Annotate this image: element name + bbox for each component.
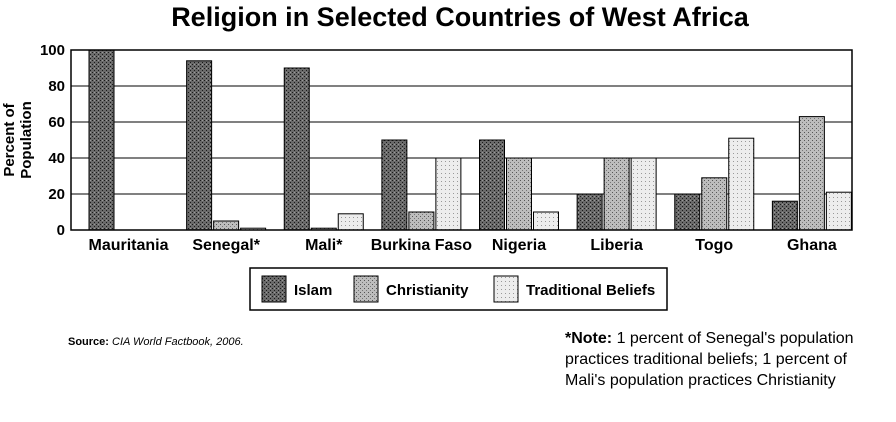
source-note: Source: CIA World Factbook, 2006. [68,336,244,348]
legend-label: Islam [294,282,332,299]
y-axis-label-line: Percent of [1,102,18,176]
y-axis-ticks: 0 20 40 60 80 100 [40,42,65,239]
y-tick-label: 60 [48,114,65,131]
x-category-label: Liberia [590,237,643,254]
y-tick-label: 80 [48,78,65,95]
bar-islam [479,139,505,231]
legend: Islam Christianity Traditional Beliefs [249,267,668,311]
bar-islam [771,200,798,231]
x-category-label: Togo [695,237,733,254]
bar-christianity [408,211,435,231]
legend-swatch [353,275,379,303]
plot-frame [70,49,853,231]
y-axis-label-line: Population [18,101,35,179]
x-category-label: Mauritania [88,237,168,254]
y-tick-label: 0 [57,222,65,239]
bar-traditional-beliefs [825,191,852,231]
note-label: *Note: [565,330,613,347]
note-text: 1 percent of Senegal's population practi… [565,330,854,389]
x-axis-categories: Mauritania Senegal* Mali* Burkina Faso Niger… [88,237,836,254]
x-category-label: Ghana [787,237,837,254]
source-text: CIA World Factbook, 2006. [112,336,244,348]
bar-traditional-beliefs [435,157,462,231]
x-category-label: Nigeria [492,237,546,254]
y-tick-label: 40 [48,150,65,167]
legend-label: Christianity [386,282,469,299]
bar-islam [88,49,115,231]
legend-label: Traditional Beliefs [526,282,655,299]
chart-title: Religion in Selected Countries of West A… [171,2,750,32]
y-tick-label: 100 [40,42,65,59]
bar-traditional-beliefs [337,213,364,231]
bar-traditional-beliefs [630,157,657,231]
bar-christianity [603,157,630,231]
bars [88,49,852,231]
bar-christianity [213,220,240,231]
bar-islam [674,193,701,231]
bar-traditional-beliefs [533,211,559,231]
footnote: *Note: 1 percent of Senegal's population… [565,328,865,391]
legend-box [249,267,668,311]
bar-christianity [798,116,825,231]
y-tick-label: 20 [48,186,65,203]
bar-islam [283,67,310,231]
bar-christianity [506,157,532,231]
x-category-label: Mali* [305,237,343,254]
source-label: Source: [68,336,109,348]
bar-islam [381,139,408,231]
bar-islam [186,60,213,231]
bar-christianity [701,177,728,231]
x-category-label: Burkina Faso [371,237,473,254]
legend-swatch [493,275,519,303]
x-category-label: Senegal* [192,237,260,254]
bar-islam [576,193,603,231]
legend-swatch [261,275,287,303]
bar-traditional-beliefs [728,137,755,231]
y-axis-label: Percent of Population [1,101,35,179]
